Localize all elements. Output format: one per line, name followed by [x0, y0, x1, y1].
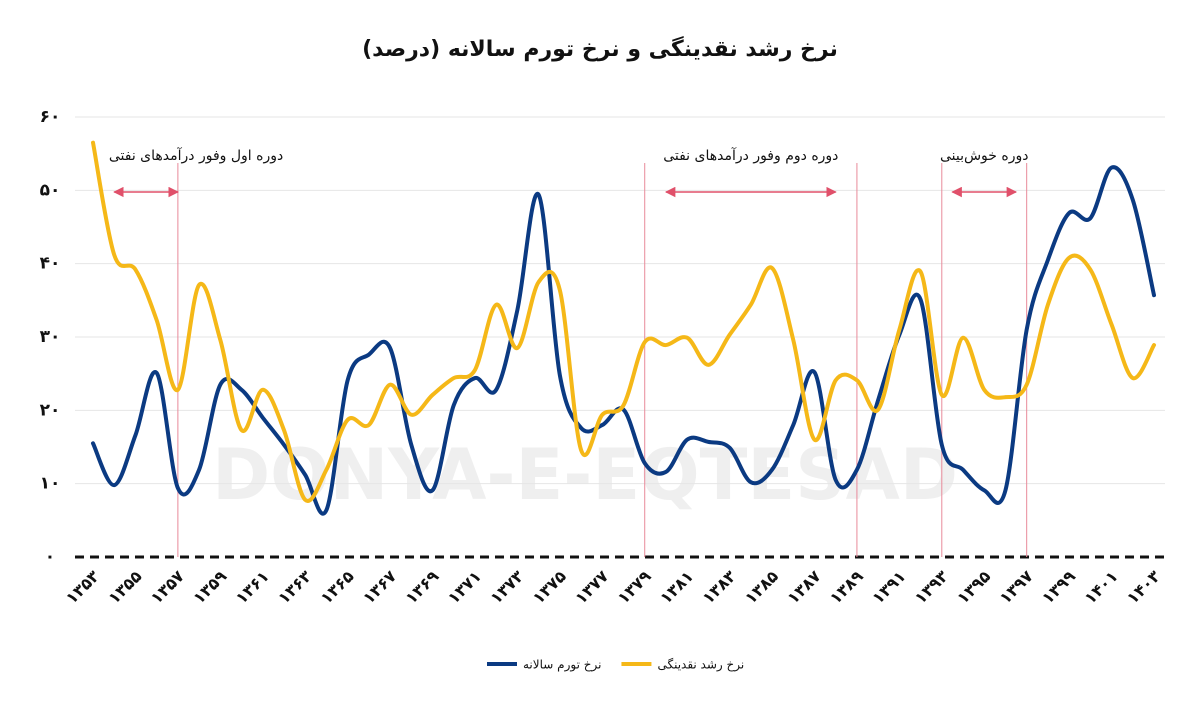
series-line: [91, 140, 1156, 503]
x-tick-label: ۱۳۸۵: [741, 566, 782, 607]
x-tick-label: ۱۳۷۹: [614, 566, 655, 607]
x-tick-label: ۱۳۶۷: [359, 566, 400, 607]
x-tick-label: ۱۳۵۳: [62, 566, 103, 607]
y-tick-label: ۴۰: [40, 254, 61, 274]
x-tick-label: ۱۳۶۵: [317, 566, 358, 607]
y-tick-label: ۲۰: [40, 400, 61, 420]
y-tick-label: ۵۰: [40, 180, 61, 200]
x-tick-label: ۱۳۷۷: [571, 566, 612, 607]
chart-title: نرخ رشد نقدینگی و نرخ تورم سالانه (درصد): [362, 35, 838, 62]
y-tick-label: ۰: [45, 547, 55, 567]
legend-label: نرخ تورم سالانه: [523, 658, 601, 673]
period-label: دوره دوم وفور درآمدهای نفتی: [663, 147, 838, 164]
y-tick-label: ۱۰: [40, 474, 61, 494]
x-tick-label: ۱۳۸۹: [826, 566, 867, 607]
x-tick-label: ۱۳۹۳: [911, 566, 952, 607]
period-label: دوره خوش‌بینی: [940, 148, 1029, 164]
x-tick-label: ۱۳۷۳: [486, 566, 527, 607]
x-tick-label: ۱۳۷۱: [444, 567, 485, 608]
x-tick-label: ۱۳۹۱: [868, 567, 909, 608]
x-tick-label: ۱۳۶۳: [274, 566, 315, 607]
x-tick-label: ۱۳۵۷: [147, 566, 188, 607]
x-tick-label: ۱۴۰۳: [1123, 566, 1164, 607]
x-tick-label: ۱۳۹۹: [1038, 566, 1079, 607]
x-tick-label: ۱۳۵۵: [104, 566, 145, 607]
legend-label: نرخ رشد نقدینگی: [657, 658, 744, 673]
x-tick-label: ۱۳۸۱: [656, 567, 697, 608]
x-tick-label: ۱۴۰۱: [1081, 567, 1122, 608]
x-tick-label: ۱۳۹۵: [953, 566, 994, 607]
y-tick-label: ۳۰: [40, 327, 61, 347]
x-tick-label: ۱۳۸۷: [783, 566, 824, 607]
x-tick-label: ۱۳۷۵: [529, 566, 570, 607]
x-tick-label: ۱۳۶۹: [401, 566, 442, 607]
x-tick-label: ۱۳۹۷: [996, 566, 1037, 607]
period-label: دوره اول وفور درآمدهای نفتی: [109, 147, 283, 164]
x-tick-label: ۱۳۶۱: [232, 567, 273, 608]
x-tick-label: ۱۳۵۹: [189, 566, 230, 607]
x-tick-label: ۱۳۸۳: [699, 566, 740, 607]
y-tick-label: ۶۰: [40, 107, 61, 127]
